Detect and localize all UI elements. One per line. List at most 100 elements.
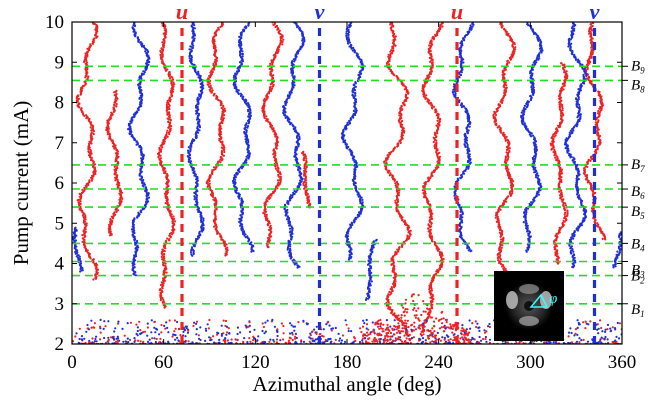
data-point bbox=[83, 186, 86, 189]
data-point bbox=[212, 198, 215, 201]
data-point bbox=[92, 171, 95, 174]
data-point bbox=[561, 109, 564, 112]
data-point bbox=[118, 184, 121, 187]
data-point bbox=[387, 169, 390, 172]
data-point bbox=[166, 117, 169, 120]
data-point bbox=[276, 166, 279, 169]
data-point bbox=[223, 107, 226, 110]
data-point bbox=[223, 148, 226, 151]
data-point bbox=[506, 138, 509, 141]
data-point bbox=[272, 74, 275, 77]
data-point bbox=[165, 131, 168, 134]
data-point bbox=[270, 59, 273, 62]
data-point bbox=[277, 179, 280, 182]
data-point bbox=[161, 41, 164, 44]
data-point bbox=[234, 72, 237, 75]
data-point bbox=[244, 233, 247, 236]
data-point bbox=[113, 94, 116, 97]
data-point bbox=[137, 211, 140, 214]
data-point bbox=[274, 131, 277, 134]
data-point bbox=[561, 195, 564, 198]
data-point bbox=[563, 63, 566, 66]
data-point bbox=[390, 287, 393, 290]
data-point bbox=[560, 178, 563, 181]
data-point bbox=[173, 217, 176, 220]
data-point bbox=[390, 150, 393, 153]
data-point bbox=[392, 45, 395, 48]
data-point bbox=[81, 237, 84, 240]
data-point bbox=[511, 192, 514, 195]
data-point bbox=[427, 227, 430, 230]
data-point bbox=[429, 101, 432, 104]
data-point bbox=[241, 225, 244, 228]
data-point bbox=[385, 162, 388, 165]
data-point bbox=[209, 71, 212, 74]
data-point bbox=[168, 111, 171, 114]
data-point bbox=[127, 128, 130, 131]
data-point bbox=[172, 81, 175, 84]
data-point bbox=[242, 95, 245, 98]
data-point bbox=[164, 192, 167, 195]
data-point bbox=[84, 184, 87, 187]
data-point bbox=[389, 172, 392, 175]
data-point bbox=[109, 218, 112, 221]
data-point bbox=[161, 54, 164, 58]
data-point bbox=[92, 132, 95, 136]
data-point bbox=[272, 127, 275, 130]
data-point bbox=[427, 101, 430, 104]
data-point bbox=[497, 103, 500, 106]
data-point bbox=[189, 251, 193, 254]
data-point bbox=[74, 226, 77, 229]
data-point bbox=[428, 44, 431, 47]
data-point bbox=[74, 239, 78, 242]
data-point bbox=[134, 241, 137, 244]
data-point bbox=[508, 147, 511, 150]
data-point bbox=[434, 33, 437, 36]
data-point bbox=[587, 158, 590, 161]
data-point bbox=[82, 219, 86, 222]
data-point bbox=[115, 183, 119, 186]
data-point bbox=[163, 136, 166, 139]
data-point bbox=[94, 273, 97, 276]
data-point bbox=[131, 26, 134, 29]
data-point bbox=[598, 134, 602, 138]
data-point bbox=[247, 108, 250, 112]
data-point bbox=[219, 156, 222, 159]
data-point bbox=[588, 181, 592, 184]
data-point bbox=[165, 172, 168, 175]
data-point bbox=[142, 178, 145, 182]
data-point bbox=[139, 41, 142, 44]
data-point bbox=[272, 148, 275, 151]
data-point bbox=[209, 87, 212, 90]
data-point bbox=[161, 258, 164, 261]
data-point bbox=[187, 149, 190, 152]
data-point bbox=[388, 290, 391, 294]
data-point bbox=[166, 101, 169, 104]
data-point bbox=[89, 151, 92, 154]
data-point bbox=[387, 307, 390, 310]
data-point bbox=[193, 198, 196, 201]
data-point bbox=[499, 254, 502, 257]
data-point bbox=[212, 166, 216, 169]
data-point bbox=[388, 151, 391, 154]
data-point bbox=[503, 27, 506, 30]
data-point bbox=[115, 105, 118, 108]
data-point bbox=[162, 298, 165, 301]
data-point bbox=[395, 180, 399, 183]
data-point bbox=[275, 24, 278, 27]
data-point bbox=[286, 208, 289, 212]
data-point bbox=[118, 198, 121, 201]
data-point bbox=[433, 131, 436, 134]
data-point bbox=[502, 236, 505, 239]
data-point bbox=[160, 281, 163, 284]
data-point bbox=[207, 77, 210, 80]
data-point bbox=[83, 60, 86, 63]
data-point bbox=[113, 211, 116, 214]
data-point bbox=[267, 120, 270, 123]
data-point bbox=[85, 61, 89, 64]
data-point bbox=[214, 63, 217, 66]
data-point bbox=[390, 49, 393, 52]
data-point bbox=[269, 62, 272, 65]
data-point bbox=[274, 154, 277, 157]
data-point bbox=[279, 175, 282, 178]
